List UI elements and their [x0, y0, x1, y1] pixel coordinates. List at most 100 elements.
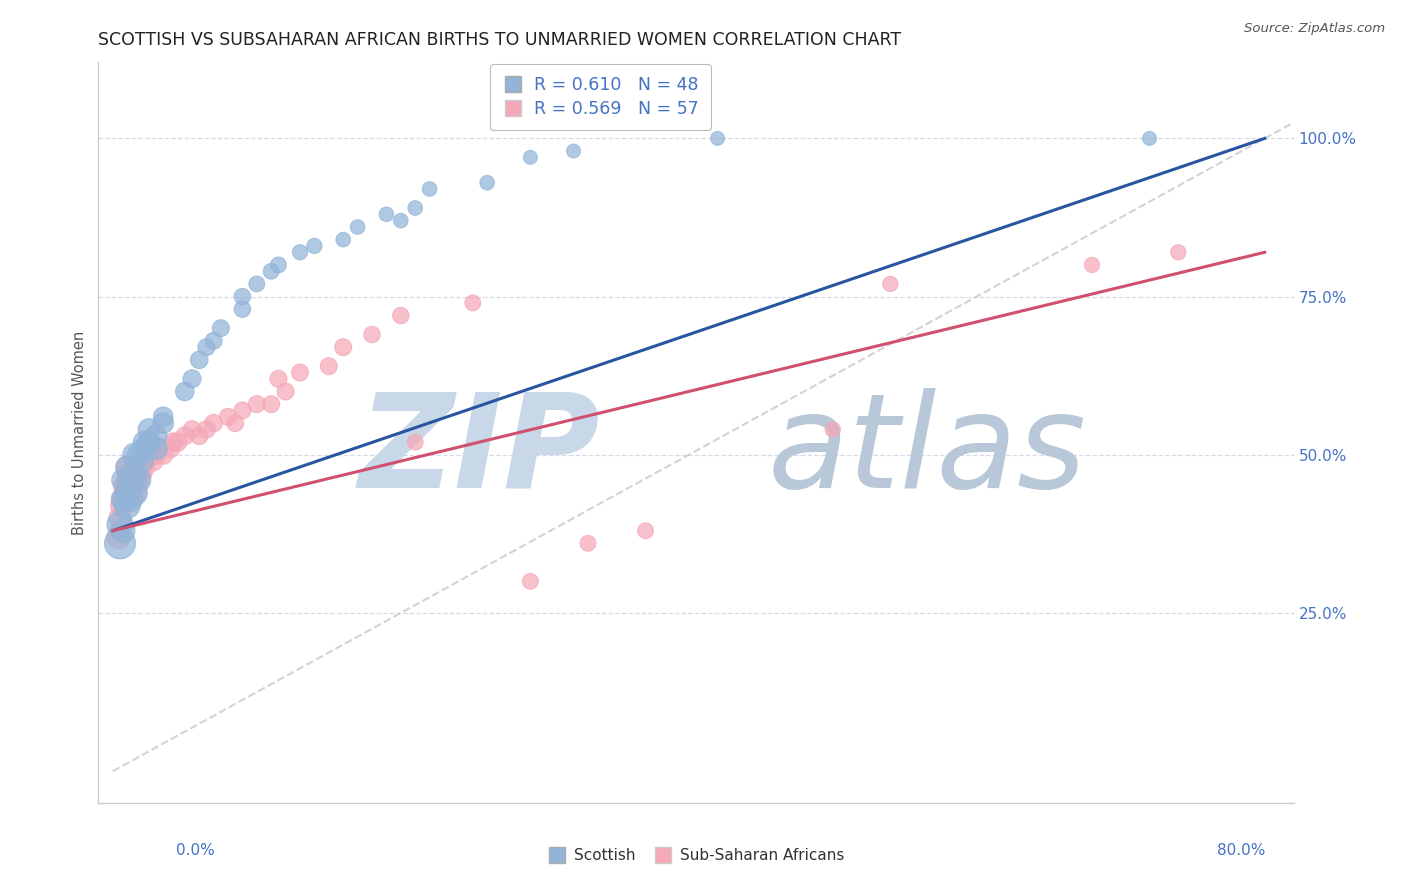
- Point: [142, 454, 165, 468]
- Text: 0.0%: 0.0%: [176, 843, 215, 858]
- Point: [152, 409, 174, 424]
- Point: [260, 397, 283, 411]
- Point: [115, 460, 138, 475]
- Point: [145, 429, 167, 443]
- Point: [134, 435, 156, 450]
- Point: [332, 340, 354, 354]
- Point: [274, 384, 297, 399]
- Point: [114, 485, 136, 500]
- Point: [821, 422, 844, 436]
- Point: [131, 467, 153, 481]
- Point: [135, 454, 157, 468]
- Point: [128, 448, 150, 462]
- Point: [231, 289, 253, 303]
- Point: [120, 479, 142, 493]
- Point: [519, 150, 541, 164]
- Point: [166, 435, 188, 450]
- Point: [224, 416, 246, 430]
- Point: [138, 422, 160, 436]
- Point: [111, 491, 134, 506]
- Point: [152, 416, 174, 430]
- Point: [404, 435, 426, 450]
- Point: [125, 485, 148, 500]
- Point: [519, 574, 541, 589]
- Point: [120, 491, 142, 506]
- Point: [267, 372, 290, 386]
- Point: [260, 264, 283, 278]
- Point: [304, 239, 326, 253]
- Point: [115, 460, 138, 475]
- Point: [288, 245, 311, 260]
- Point: [188, 352, 211, 367]
- Point: [173, 384, 195, 399]
- Point: [148, 442, 170, 456]
- Point: [346, 219, 368, 234]
- Text: 80.0%: 80.0%: [1218, 843, 1265, 858]
- Y-axis label: Births to Unmarried Women: Births to Unmarried Women: [72, 331, 87, 534]
- Point: [879, 277, 901, 291]
- Point: [121, 485, 143, 500]
- Point: [124, 473, 146, 487]
- Point: [128, 460, 150, 475]
- Point: [195, 422, 218, 436]
- Point: [128, 473, 150, 487]
- Point: [111, 491, 134, 506]
- Point: [419, 182, 441, 196]
- Point: [173, 429, 195, 443]
- Point: [389, 213, 412, 227]
- Point: [124, 467, 146, 481]
- Point: [111, 473, 134, 487]
- Point: [110, 499, 132, 513]
- Point: [576, 536, 599, 550]
- Point: [115, 485, 138, 500]
- Point: [231, 403, 253, 417]
- Point: [107, 530, 129, 544]
- Point: [111, 524, 134, 538]
- Point: [361, 327, 384, 342]
- Point: [202, 416, 225, 430]
- Point: [209, 321, 232, 335]
- Point: [131, 454, 153, 468]
- Point: [138, 435, 160, 450]
- Point: [145, 442, 167, 456]
- Point: [124, 448, 146, 462]
- Point: [1081, 258, 1104, 272]
- Point: [159, 442, 181, 456]
- Point: [112, 479, 135, 493]
- Point: [108, 511, 131, 525]
- Point: [152, 448, 174, 462]
- Point: [318, 359, 340, 374]
- Point: [134, 442, 156, 456]
- Point: [1139, 131, 1161, 145]
- Point: [181, 372, 204, 386]
- Point: [115, 499, 138, 513]
- Point: [131, 454, 153, 468]
- Point: [127, 473, 149, 487]
- Point: [188, 429, 211, 443]
- Point: [162, 435, 184, 450]
- Point: [246, 397, 269, 411]
- Point: [120, 467, 142, 481]
- Point: [134, 460, 156, 475]
- Point: [562, 144, 585, 158]
- Text: ZIP: ZIP: [359, 388, 600, 515]
- Point: [124, 485, 146, 500]
- Point: [461, 296, 484, 310]
- Point: [246, 277, 269, 291]
- Point: [115, 473, 138, 487]
- Point: [267, 258, 290, 272]
- Point: [634, 524, 657, 538]
- Point: [477, 176, 499, 190]
- Point: [288, 366, 311, 380]
- Point: [128, 473, 150, 487]
- Text: atlas: atlas: [768, 388, 1087, 515]
- Legend: Scottish, Sub-Saharan Africans: Scottish, Sub-Saharan Africans: [541, 842, 851, 869]
- Text: Source: ZipAtlas.com: Source: ZipAtlas.com: [1244, 22, 1385, 36]
- Point: [217, 409, 239, 424]
- Point: [124, 460, 146, 475]
- Point: [138, 448, 160, 462]
- Point: [202, 334, 225, 348]
- Point: [231, 302, 253, 317]
- Point: [195, 340, 218, 354]
- Point: [375, 207, 398, 221]
